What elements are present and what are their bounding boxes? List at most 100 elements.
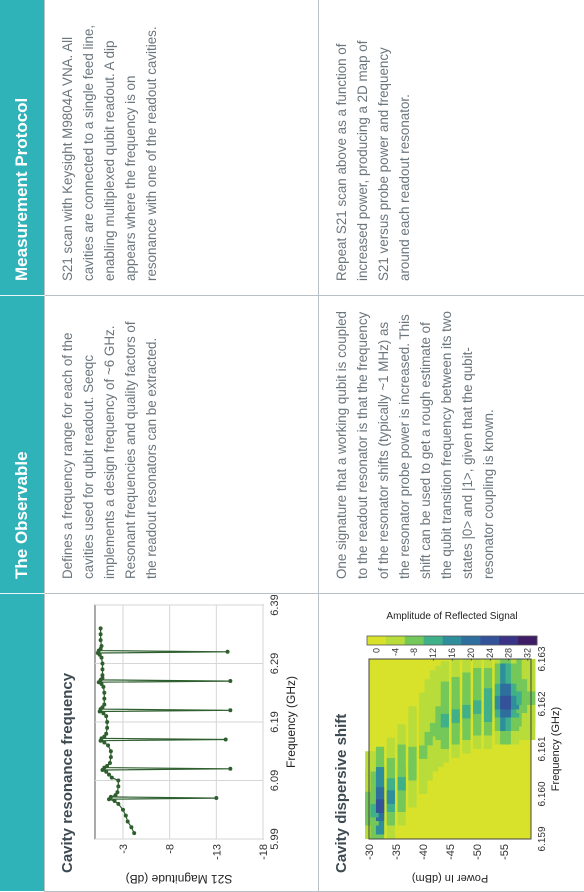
table-header-row: The Observable Measurement Protocol <box>0 0 45 892</box>
x-tick-label: 6.09 <box>269 770 281 791</box>
dispersive-protocol: Repeat S21 scan above as a function of i… <box>318 0 584 296</box>
y-tick-label: -55 <box>499 844 511 860</box>
table-row: Cavity dispersive shift 6.159 6.160 6.161 6… <box>318 0 584 892</box>
data-point <box>106 743 111 748</box>
heatmap-cell <box>473 700 482 714</box>
data-point <box>116 801 121 806</box>
data-point <box>104 769 109 774</box>
y-tick-label: -8 <box>165 844 177 854</box>
x-tick-label: 6.160 <box>537 781 548 806</box>
x-tick-label: 5.99 <box>269 828 281 849</box>
data-point <box>228 708 233 713</box>
heatmap-cell <box>397 776 406 791</box>
data-point <box>214 796 219 801</box>
colorbar-tick-label: -12 <box>428 648 438 661</box>
x-axis-label: Frequency (GHz) <box>284 676 298 768</box>
data-point <box>100 705 105 710</box>
colorbar-tick-label: -32 <box>523 648 533 661</box>
data-point <box>98 638 103 643</box>
data-point <box>101 684 106 689</box>
heatmap-cell <box>375 799 385 813</box>
data-point <box>108 749 113 754</box>
colorbar-tick-label: -28 <box>504 648 514 661</box>
data-point <box>98 632 103 637</box>
heatmap-frame <box>368 658 532 840</box>
table-row: Cavity resonance frequency 5.99 6.09 6.19 6… <box>44 0 319 892</box>
colorbar-tick-label: -8 <box>409 648 419 656</box>
data-point <box>105 725 110 730</box>
resonance-observable: Defines a frequency range for each of th… <box>44 295 319 594</box>
colorbar-tick-label: -24 <box>485 648 495 661</box>
x-tick-label: 6.162 <box>537 691 548 716</box>
data-point <box>102 740 107 745</box>
data-point <box>107 772 111 777</box>
data-point <box>100 661 105 666</box>
heatmap-cell <box>386 790 395 804</box>
y-tick-label: -45 <box>445 844 457 860</box>
resonance-plot-title: Cavity resonance frequency <box>59 672 76 873</box>
x-tick-label: 6.161 <box>537 736 548 761</box>
header-observable: The Observable <box>0 295 45 594</box>
heatmap-cell <box>408 758 417 773</box>
data-point <box>121 807 125 812</box>
dispersive-plot-cell: Cavity dispersive shift 6.159 6.160 6.161 6… <box>318 593 584 892</box>
heatmap-cell <box>483 700 493 714</box>
x-tick-label: 6.39 <box>269 595 281 616</box>
x-tick-label: 6.163 <box>537 646 548 671</box>
heatmap-cell <box>451 709 460 723</box>
colorbar-segment <box>404 636 425 645</box>
data-point <box>102 690 107 695</box>
y-tick-label: -40 <box>418 844 430 860</box>
data-point <box>112 798 117 803</box>
data-point <box>101 711 106 716</box>
colorbar-segment <box>480 636 500 645</box>
data-point <box>104 714 109 719</box>
data-point <box>107 760 112 765</box>
data-point <box>100 667 105 672</box>
y-tick-label: -50 <box>472 844 484 860</box>
data-point <box>113 793 118 798</box>
header-protocol: Measurement Protocol <box>0 0 45 296</box>
colorbar-segment <box>385 636 406 645</box>
heatmap-cell <box>440 713 449 728</box>
colorbar-segment <box>442 636 462 645</box>
resonance-protocol: S21 scan with Keysight M9804A VNA. All c… <box>44 0 319 296</box>
data-point <box>228 766 233 771</box>
dispersive-observable: One signature that a working qubit is co… <box>318 295 584 594</box>
data-point <box>223 737 228 742</box>
heatmap-cell <box>462 704 471 719</box>
colorbar-segment <box>367 636 387 645</box>
data-point <box>108 755 113 760</box>
x-tick-label: 6.159 <box>537 826 548 851</box>
data-point <box>123 813 128 818</box>
x-tick-label: 6.29 <box>269 653 281 674</box>
resonance-plot-cell: Cavity resonance frequency 5.99 6.09 6.19 6… <box>44 593 319 892</box>
data-point <box>102 696 107 701</box>
colorbar-tick-label: 0 <box>371 648 381 653</box>
y-tick-label: -35 <box>391 844 403 860</box>
x-axis-label: Frequency (GHz) <box>550 707 562 791</box>
data-point <box>116 778 121 783</box>
data-point <box>100 673 105 678</box>
y-axis-label: Power In (dBm) <box>412 872 488 884</box>
y-tick-label: -3 <box>118 844 130 854</box>
data-point <box>115 790 120 795</box>
colorbar-label: Amplitude of Reflected Signal <box>386 611 517 622</box>
y-tick-label: -18 <box>258 844 270 860</box>
y-axis-label: S21 Magnitude (dB) <box>126 872 233 886</box>
colorbar-tick-label: -4 <box>390 648 400 656</box>
data-point <box>116 784 121 789</box>
data-point <box>108 794 113 799</box>
data-point <box>129 825 134 830</box>
dispersive-plot-title: Cavity dispersive shift <box>333 713 350 873</box>
data-point <box>228 679 233 684</box>
x-tick-label: 6.19 <box>269 711 281 732</box>
data-point <box>98 626 103 631</box>
colorbar-segment <box>461 636 481 645</box>
data-point <box>132 831 137 836</box>
colorbar-frame <box>366 635 538 646</box>
y-tick-label: -13 <box>211 844 223 860</box>
data-point <box>105 720 110 724</box>
